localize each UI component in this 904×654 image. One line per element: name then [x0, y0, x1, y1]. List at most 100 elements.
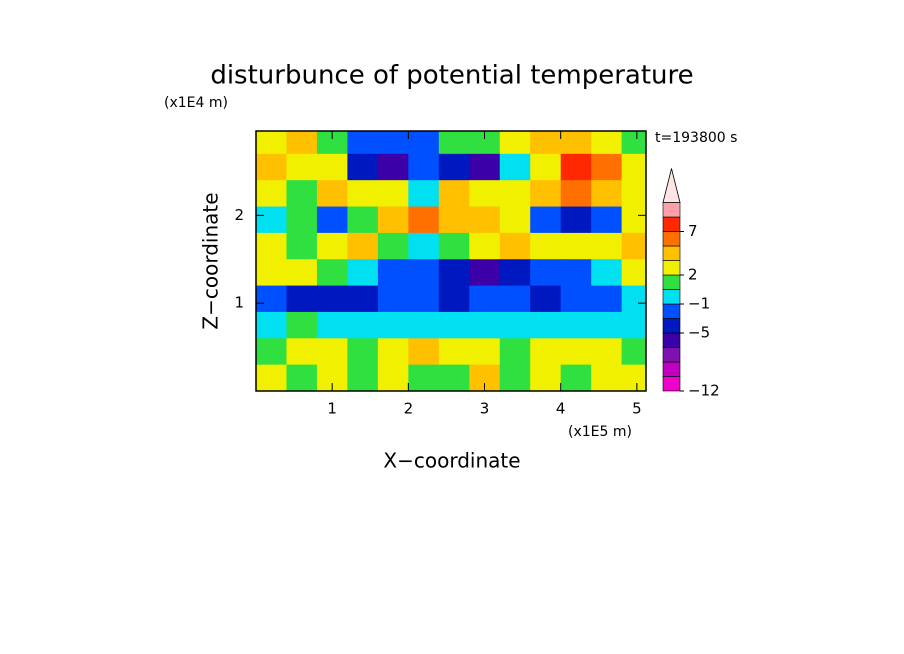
field-cell	[469, 206, 501, 234]
colorbar-tick-label: 7	[688, 222, 698, 240]
field-cell	[377, 364, 409, 391]
y-axis-label: Z−coordinate	[199, 192, 223, 329]
field-cell	[438, 259, 470, 287]
field-cell	[530, 338, 562, 366]
field-cell	[499, 338, 531, 366]
field-cell	[621, 206, 646, 234]
field-cell	[256, 259, 288, 287]
colorbar-box	[662, 274, 681, 290]
field-cell	[560, 338, 592, 366]
field-cell	[469, 259, 501, 287]
field-cell	[621, 338, 646, 366]
field-cell	[286, 232, 318, 260]
field-cell	[377, 180, 409, 208]
field-cell	[438, 206, 470, 234]
field-cell	[316, 232, 349, 260]
x-unit: (x1E5 m)	[568, 424, 632, 440]
field-cell	[347, 364, 379, 391]
field-cell	[499, 311, 531, 339]
field-cell	[316, 153, 349, 181]
field-cell	[408, 364, 440, 391]
field-cell	[621, 285, 646, 313]
contour-field	[256, 131, 646, 391]
field-cell	[408, 153, 440, 181]
field-cell	[286, 285, 318, 313]
field-cell	[560, 311, 592, 339]
colorbar-box	[662, 245, 681, 261]
field-cell	[256, 153, 288, 181]
colorbar-box	[662, 347, 681, 363]
field-cell	[469, 153, 501, 181]
x-tick-label: 2	[404, 400, 414, 418]
field-cell	[347, 131, 379, 155]
y-tick-label: 1	[234, 294, 244, 312]
field-cell	[286, 259, 318, 287]
field-cell	[591, 285, 623, 313]
field-cell	[256, 232, 288, 260]
field-cell	[256, 338, 288, 366]
field-cell	[377, 311, 409, 339]
x-axis-label: X−coordinate	[383, 449, 520, 473]
field-cell	[438, 364, 470, 391]
field-cell	[377, 338, 409, 366]
field-cell	[438, 131, 470, 155]
field-cell	[408, 232, 440, 260]
field-cell	[469, 285, 501, 313]
field-cell	[499, 364, 531, 391]
field-cell	[286, 364, 318, 391]
field-cell	[347, 180, 379, 208]
field-cell	[591, 232, 623, 260]
field-cell	[621, 364, 646, 391]
field-cell	[377, 232, 409, 260]
colorbar-tick-label: −12	[688, 382, 720, 400]
field-cell	[621, 232, 646, 260]
field-cell	[560, 131, 592, 155]
annotation: t=193800 s	[655, 130, 737, 146]
field-cell	[316, 259, 349, 287]
field-cell	[591, 259, 623, 287]
colorbar-tick-label: −5	[688, 324, 710, 342]
colorbar-box	[662, 202, 681, 218]
field-cell	[286, 338, 318, 366]
field-cell	[560, 285, 592, 313]
field-cell	[347, 311, 379, 339]
field-cell	[530, 285, 562, 313]
colorbar-box	[662, 303, 681, 319]
field-cell	[621, 259, 646, 287]
field-cell	[256, 364, 288, 391]
field-cell	[377, 131, 409, 155]
field-cell	[347, 259, 379, 287]
field-cell	[560, 180, 592, 208]
field-cell	[499, 206, 531, 234]
field-cell	[438, 232, 470, 260]
field-cell	[591, 206, 623, 234]
colorbar-tick-label: −1	[688, 295, 710, 313]
field-cell	[347, 232, 379, 260]
field-cell	[621, 131, 646, 155]
field-cell	[469, 180, 501, 208]
field-cell	[377, 259, 409, 287]
field-cell	[408, 311, 440, 339]
field-cell	[499, 180, 531, 208]
colorbar-extension	[662, 168, 681, 203]
field-cell	[256, 311, 288, 339]
field-cell	[438, 285, 470, 313]
field-cell	[256, 285, 288, 313]
x-tick-label: 1	[327, 400, 337, 418]
y-unit: (x1E4 m)	[164, 95, 228, 111]
field-cell	[286, 206, 318, 234]
colorbar-box	[662, 289, 681, 305]
field-cell	[621, 311, 646, 339]
colorbar-box	[662, 361, 681, 377]
y-tick-label: 2	[234, 206, 244, 224]
chart-title: disturbunce of potential temperature	[210, 61, 693, 91]
field-cell	[256, 131, 288, 155]
field-cell	[316, 311, 349, 339]
colorbar-box	[662, 231, 681, 247]
field-cell	[499, 153, 531, 181]
field-cell	[530, 206, 562, 234]
field-cell	[499, 232, 531, 260]
field-cell	[347, 338, 379, 366]
colorbar-box	[662, 216, 681, 232]
